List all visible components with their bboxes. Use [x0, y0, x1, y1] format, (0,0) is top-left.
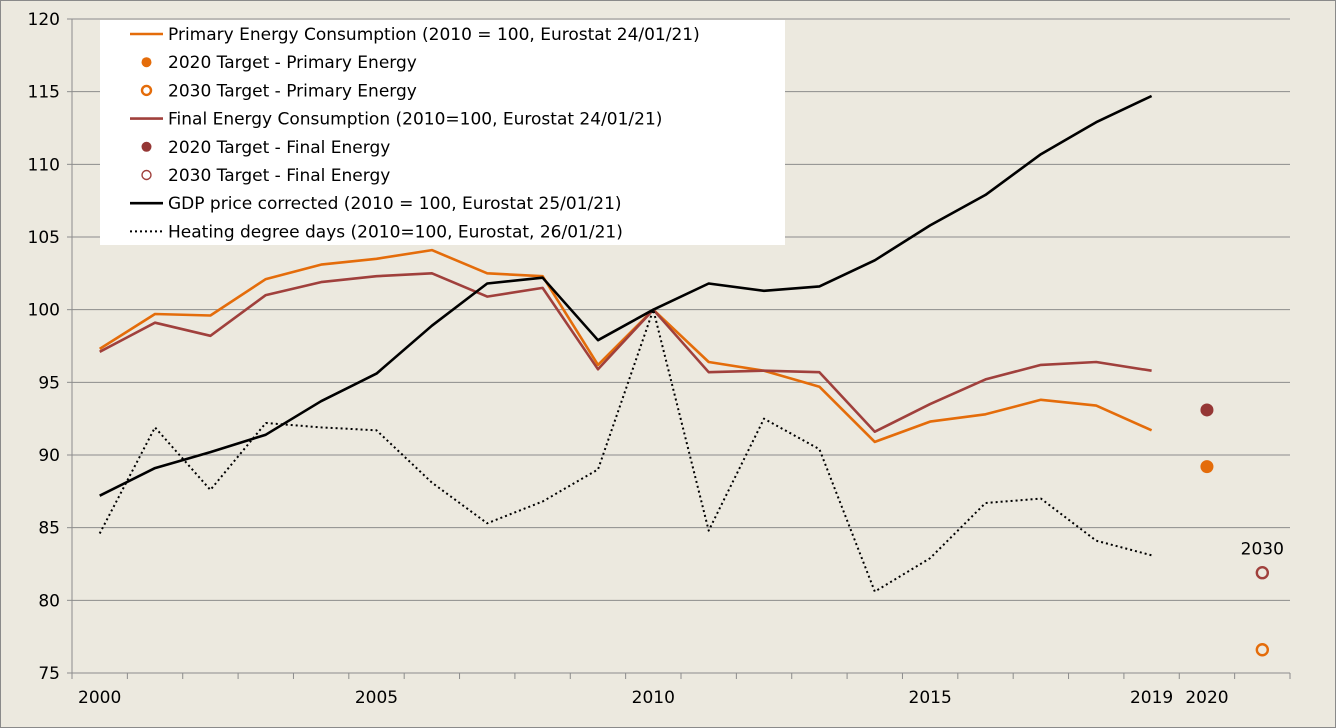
annotation-layer: 2030 — [1241, 540, 1284, 560]
legend-label: Primary Energy Consumption (2010 = 100, … — [168, 25, 700, 45]
y-tick-label: 115 — [28, 83, 60, 103]
y-tick-label: 120 — [28, 10, 60, 30]
legend-label: 2020 Target - Final Energy — [168, 138, 390, 158]
x-tick-label: 2010 — [632, 688, 675, 708]
series-line-6 — [99, 94, 1153, 497]
y-tick-label: 100 — [28, 301, 60, 321]
legend-swatch-marker — [141, 141, 152, 152]
axes: 75 80 85 90 95 100 105 110 115 120 2000 2005 2010 201… — [28, 10, 1291, 708]
series-line-3 — [99, 271, 1152, 434]
target-marker-2 — [1255, 643, 1270, 657]
y-tick-label: 105 — [28, 228, 60, 248]
legend-swatch-marker — [141, 169, 152, 181]
legend-label: GDP price corrected (2010 = 100, Eurosta… — [168, 194, 622, 214]
target-marker-1 — [1200, 460, 1214, 474]
legend-label: Heating degree days (2010=100, Eurostat,… — [168, 222, 623, 242]
target-marker-4 — [1200, 403, 1214, 417]
y-tick-label: 80 — [38, 591, 60, 611]
x-tick-label: 2005 — [355, 688, 398, 708]
x-tick-label: 2019 — [1130, 688, 1173, 708]
legend-label: 2020 Target - Primary Energy — [168, 53, 417, 73]
series-line-0 — [99, 248, 1153, 444]
legend-label: Final Energy Consumption (2010=100, Euro… — [168, 110, 662, 130]
x-tick-label: 2015 — [909, 688, 952, 708]
legend: Primary Energy Consumption (2010 = 100, … — [100, 20, 785, 245]
y-tick-label: 90 — [38, 446, 60, 466]
legend-swatch-marker — [140, 84, 153, 97]
legend-box — [100, 20, 785, 245]
legend-swatch-marker — [141, 57, 152, 68]
x-tick-label: 2000 — [78, 688, 121, 708]
series-line-7 — [98, 308, 1152, 593]
y-tick-label: 85 — [38, 519, 60, 539]
x-tick-label: 2020 — [1185, 688, 1228, 708]
legend-label: 2030 Target - Primary Energy — [168, 81, 417, 101]
legend-label: 2030 Target - Final Energy — [168, 166, 390, 186]
target-marker-5 — [1255, 566, 1270, 580]
y-tick-label: 95 — [38, 373, 60, 393]
series-layer — [98, 94, 1270, 657]
annotation-label: 2030 — [1241, 540, 1284, 560]
y-tick-label: 75 — [38, 664, 60, 684]
y-tick-label: 110 — [28, 155, 60, 175]
